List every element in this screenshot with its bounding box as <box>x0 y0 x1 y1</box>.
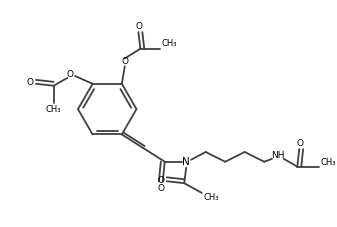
Text: O: O <box>136 22 143 31</box>
Text: CH₃: CH₃ <box>162 39 177 48</box>
Text: O: O <box>157 184 164 192</box>
Text: O: O <box>67 69 74 79</box>
Text: CH₃: CH₃ <box>321 158 336 167</box>
Text: O: O <box>157 176 164 185</box>
Text: NH: NH <box>271 151 284 160</box>
Text: O: O <box>121 57 128 66</box>
Text: N: N <box>182 157 190 167</box>
Text: CH₃: CH₃ <box>46 105 61 114</box>
Text: O: O <box>27 78 34 87</box>
Text: O: O <box>297 139 304 148</box>
Text: CH₃: CH₃ <box>204 193 219 202</box>
